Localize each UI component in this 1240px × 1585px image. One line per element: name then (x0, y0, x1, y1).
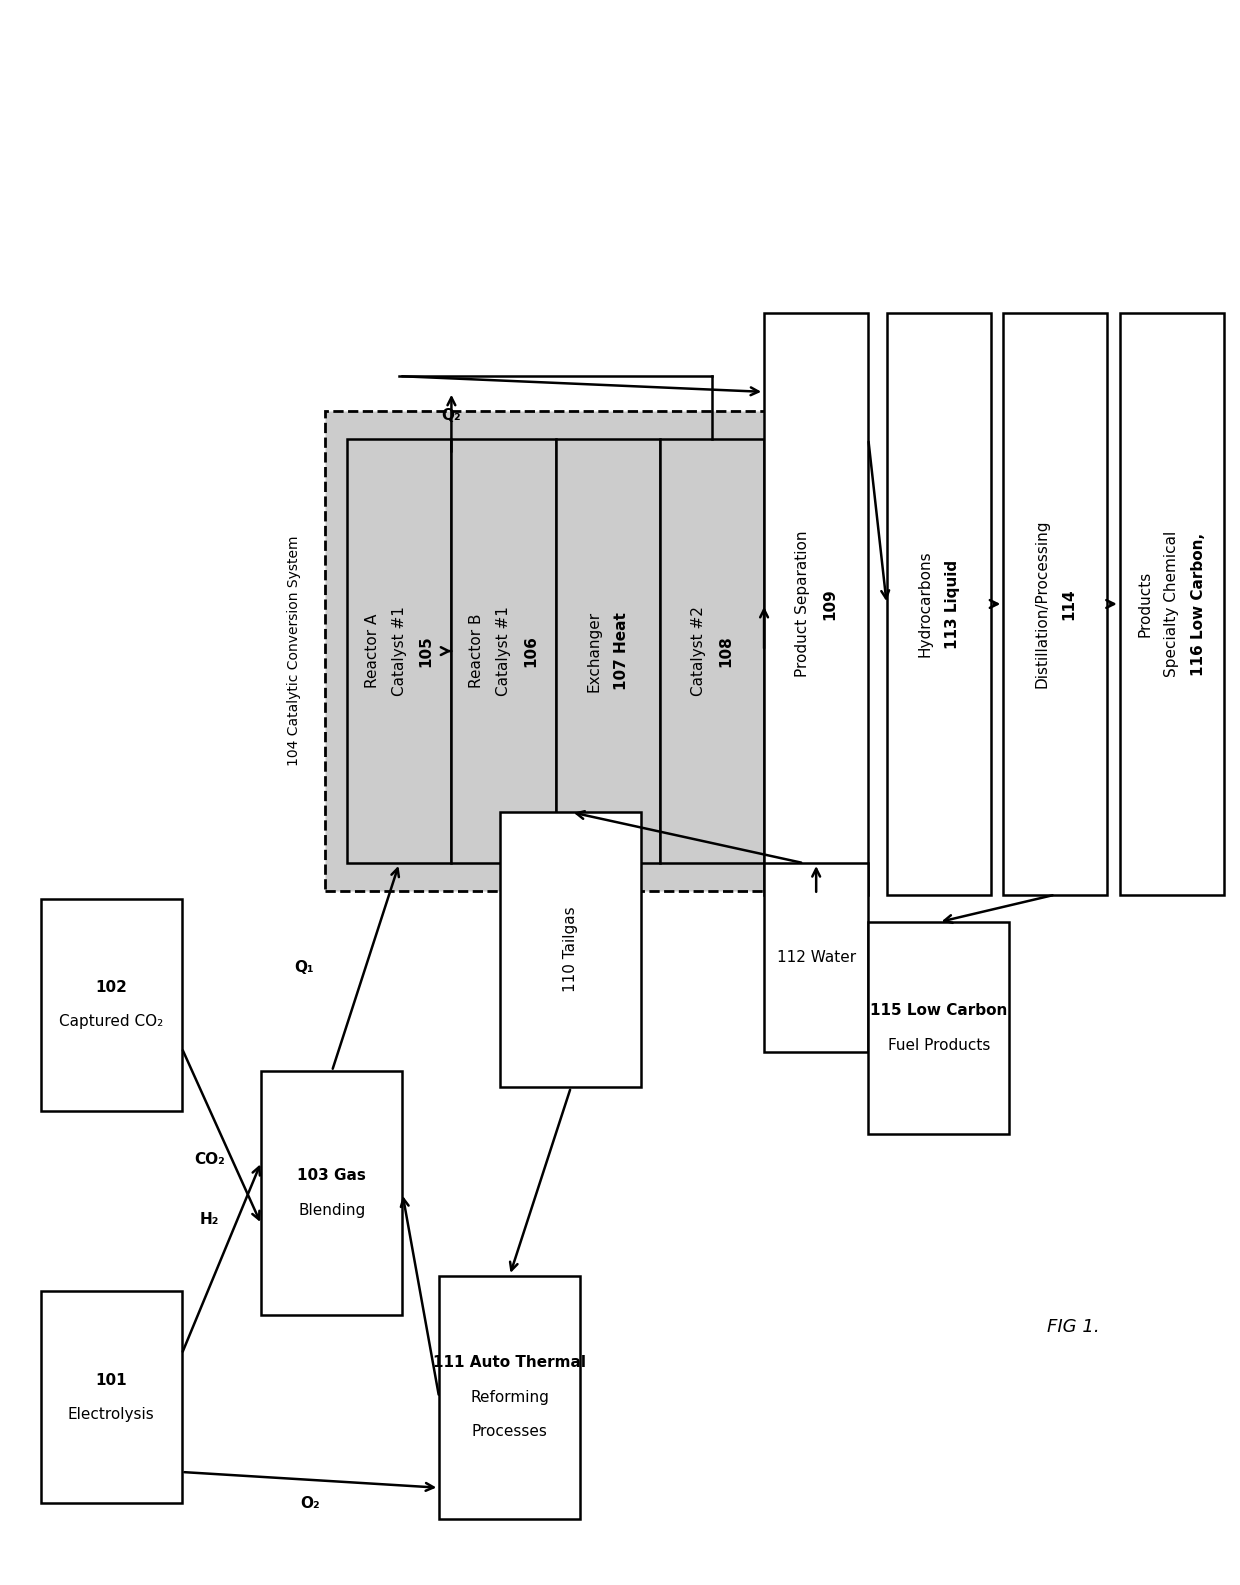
FancyBboxPatch shape (1120, 314, 1224, 894)
Text: Q₁: Q₁ (294, 961, 314, 975)
FancyBboxPatch shape (764, 314, 868, 894)
Text: 105: 105 (419, 636, 434, 667)
FancyBboxPatch shape (868, 922, 1009, 1135)
FancyBboxPatch shape (556, 439, 660, 864)
Text: 106: 106 (523, 636, 538, 667)
Text: Catalyst #2: Catalyst #2 (691, 605, 706, 696)
Text: H₂: H₂ (200, 1211, 219, 1227)
Text: Blending: Blending (299, 1203, 366, 1217)
Text: 102: 102 (95, 980, 128, 995)
Text: 104 Catalytic Conversion System: 104 Catalytic Conversion System (288, 536, 301, 767)
Text: Processes: Processes (471, 1425, 548, 1439)
FancyBboxPatch shape (262, 1071, 402, 1316)
FancyBboxPatch shape (347, 439, 451, 864)
FancyBboxPatch shape (1003, 314, 1107, 894)
FancyBboxPatch shape (501, 812, 641, 1087)
Text: Catalyst #1: Catalyst #1 (392, 605, 407, 696)
Text: 111 Auto Thermal: 111 Auto Thermal (433, 1355, 587, 1371)
Text: Reactor B: Reactor B (469, 613, 484, 688)
FancyBboxPatch shape (764, 864, 868, 1052)
Text: Catalyst #1: Catalyst #1 (496, 605, 511, 696)
Text: Fuel Products: Fuel Products (888, 1038, 990, 1052)
Text: 116 Low Carbon,: 116 Low Carbon, (1192, 533, 1207, 675)
Text: Products: Products (1137, 571, 1152, 637)
Text: 108: 108 (718, 636, 733, 667)
Text: 107 Heat: 107 Heat (614, 612, 629, 689)
Text: Q₂: Q₂ (441, 409, 461, 423)
FancyBboxPatch shape (41, 1292, 182, 1504)
Text: 110 Tailgas: 110 Tailgas (563, 907, 578, 992)
Text: CO₂: CO₂ (193, 1152, 224, 1167)
Text: 112 Water: 112 Water (776, 949, 856, 965)
FancyBboxPatch shape (451, 439, 556, 864)
Text: Exchanger: Exchanger (587, 610, 601, 691)
FancyBboxPatch shape (325, 411, 786, 891)
Text: O₂: O₂ (300, 1496, 320, 1511)
Text: 114: 114 (1061, 588, 1076, 620)
Text: Product Separation: Product Separation (795, 531, 810, 677)
FancyBboxPatch shape (41, 899, 182, 1111)
Text: FIG 1.: FIG 1. (1048, 1317, 1100, 1336)
Text: 103 Gas: 103 Gas (298, 1168, 366, 1184)
Text: Distillation/Processing: Distillation/Processing (1034, 520, 1049, 688)
Text: Hydrocarbons: Hydrocarbons (918, 550, 932, 658)
Text: Electrolysis: Electrolysis (68, 1407, 155, 1422)
Text: 109: 109 (822, 588, 837, 620)
Text: Reforming: Reforming (470, 1390, 549, 1404)
Text: Captured CO₂: Captured CO₂ (60, 1014, 164, 1029)
Text: 113 Liquid: 113 Liquid (945, 560, 960, 648)
Text: 115 Low Carbon: 115 Low Carbon (870, 1003, 1007, 1019)
FancyBboxPatch shape (887, 314, 991, 894)
FancyBboxPatch shape (439, 1276, 580, 1518)
Text: Reactor A: Reactor A (365, 613, 379, 688)
FancyBboxPatch shape (660, 439, 764, 864)
Text: 101: 101 (95, 1373, 126, 1387)
Text: Specialty Chemical: Specialty Chemical (1164, 531, 1179, 677)
